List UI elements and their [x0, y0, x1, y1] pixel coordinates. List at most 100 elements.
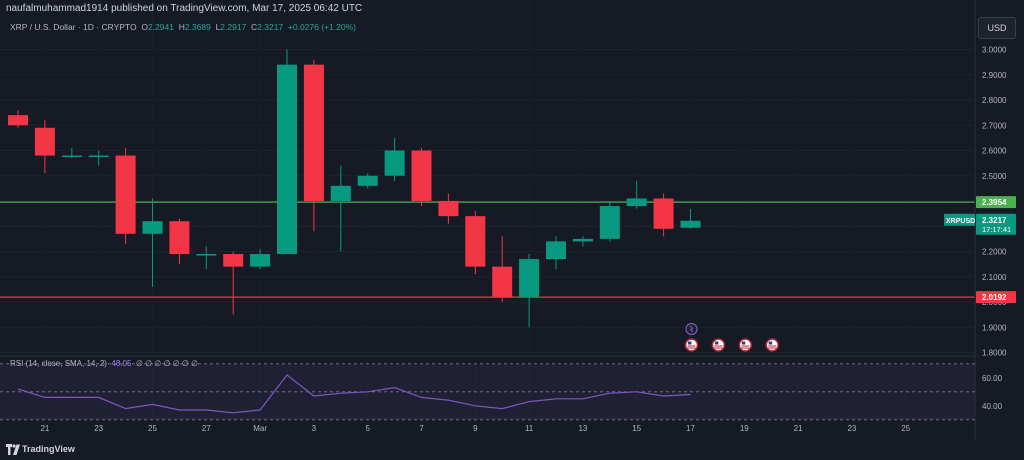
last-price-label: 2.3217 [982, 216, 1007, 225]
time-tick-label: 27 [202, 424, 211, 433]
time-tick-label: 25 [901, 424, 910, 433]
price-tick-label: 2.7000 [982, 121, 1007, 130]
candle-body[interactable] [223, 254, 244, 267]
low-value: 2.2917 [220, 22, 247, 32]
candle-body[interactable] [142, 221, 163, 234]
low-label: L [215, 22, 221, 32]
candle-body[interactable] [546, 241, 566, 260]
footer-bar [0, 440, 1024, 460]
horizontal-line-price-tag [976, 291, 1016, 304]
price-tick-label: 3.0000 [982, 46, 1007, 55]
currency-button[interactable]: USD [978, 17, 1016, 39]
candle-body[interactable] [303, 64, 324, 202]
symbol-title[interactable]: XRP / U.S. Dollar · 1D · CRYPTO [10, 22, 137, 32]
time-tick-label: 3 [312, 424, 317, 433]
us-flag-event-icon[interactable] [738, 338, 753, 352]
price-tick-label: 2.8000 [982, 96, 1007, 105]
last-price-tag [976, 213, 1016, 235]
open-value: 2.2941 [147, 22, 174, 32]
us-flag-canton [741, 341, 746, 345]
time-axis[interactable]: 21 23 25 27 Mar 3 5 7 9 11 13 15 17 19 21 23 25 [40, 424, 910, 433]
rsi-legend-title[interactable]: RSI (14, close, SMA, 14, 2) [10, 359, 107, 368]
time-tick-label: 5 [365, 424, 370, 433]
symbol-tag-label: XRPUSD [946, 218, 975, 225]
horizontal-line-price-label: 2.3954 [982, 198, 1007, 207]
horizontal-line-price-label: 2.0192 [982, 293, 1007, 302]
candle-body[interactable] [330, 185, 351, 201]
candle-body[interactable] [250, 254, 271, 267]
time-tick-label: 23 [94, 424, 103, 433]
candle-body[interactable] [196, 254, 217, 256]
rsi-placeholder-values: ∅ ∅ ∅ ∅ ∅ ∅ ∅ [135, 359, 198, 368]
candle-body[interactable] [599, 206, 620, 239]
open-label: O [141, 22, 148, 32]
candle-body[interactable] [465, 216, 486, 267]
time-tick-label: 25 [148, 424, 157, 433]
rsi-current-value: 48.05 [111, 359, 132, 368]
time-tick-label: 17 [686, 424, 695, 433]
close-label: C [251, 22, 258, 32]
time-tick-label: 9 [473, 424, 478, 433]
candle-body[interactable] [492, 266, 513, 297]
candle-body[interactable] [8, 115, 28, 126]
symbol-tag [944, 213, 975, 226]
candle-body[interactable] [438, 201, 459, 217]
price-tick-label: 2.2000 [982, 248, 1007, 257]
candle-body[interactable] [357, 175, 378, 186]
candle-body[interactable] [626, 198, 647, 207]
candle-body[interactable] [384, 150, 405, 176]
price-tick-label: 2.9000 [982, 71, 1007, 80]
time-tick-label: 21 [794, 424, 803, 433]
candle-body[interactable] [653, 198, 674, 229]
time-tick-label: 7 [419, 424, 424, 433]
change-value: +0.0276 (+1.20%) [287, 22, 356, 32]
split-event-glyph [689, 325, 694, 333]
candle-body[interactable] [277, 64, 297, 255]
symbol-legend[interactable]: XRP / U.S. Dollar · 1D · CRYPTO O2.2941 … [10, 22, 356, 32]
us-flag-canton [688, 341, 692, 345]
candle-body[interactable] [411, 150, 432, 202]
rsi-pane[interactable]: 60.00 40.00 [0, 363, 1003, 421]
rsi-line[interactable] [17, 374, 691, 414]
time-tick-label: 23 [847, 424, 856, 433]
horizontal-lines[interactable] [0, 201, 975, 298]
time-tick-label: 21 [40, 424, 49, 433]
time-tick-label: 15 [632, 424, 641, 433]
candle-body[interactable] [34, 127, 55, 156]
countdown-label: 17:17:41 [982, 225, 1011, 234]
rsi-tick-label: 60.00 [982, 374, 1003, 383]
price-tick-label: 2.6000 [982, 147, 1007, 156]
price-tick-label: 1.9000 [982, 323, 1007, 332]
price-tick-label: 2.1000 [982, 273, 1007, 282]
high-label: H [178, 22, 185, 32]
us-flag-event-icon[interactable] [711, 338, 726, 352]
price-tick-label: 1.8000 [982, 349, 1007, 358]
candle-body[interactable] [169, 221, 190, 255]
us-flag-event-icon[interactable] [684, 338, 699, 352]
tradingview-brand[interactable]: TradingView [22, 444, 75, 454]
event-markers[interactable] [684, 322, 779, 352]
candle-body[interactable] [572, 238, 593, 242]
rsi-tick-label: 40.00 [982, 402, 1003, 411]
candle-body[interactable] [115, 155, 136, 234]
candle-body[interactable] [88, 155, 109, 158]
publish-line: naufalmuhammad1914 published on TradingV… [6, 3, 363, 14]
us-flag-canton [714, 341, 719, 345]
close-value: 2.3217 [257, 22, 284, 32]
candle-body[interactable] [680, 220, 701, 228]
horizontal-line-price-tag [976, 196, 1016, 209]
price-tick-label: 2.5000 [982, 172, 1007, 181]
rsi-legend[interactable]: RSI (14, close, SMA, 14, 2) 48.05 ∅ ∅ ∅ … [10, 359, 198, 368]
candlesticks[interactable] [8, 49, 701, 328]
time-tick-label: Mar [253, 424, 267, 433]
tradingview-logo-icon[interactable] [6, 444, 20, 455]
candle-body[interactable] [519, 259, 540, 297]
time-tick-label: 11 [525, 424, 534, 433]
candle-body[interactable] [61, 155, 82, 158]
us-flag-canton [768, 341, 773, 345]
time-tick-label: 19 [740, 424, 749, 433]
high-value: 2.3689 [184, 22, 211, 32]
us-flag-event-icon[interactable] [765, 338, 779, 352]
